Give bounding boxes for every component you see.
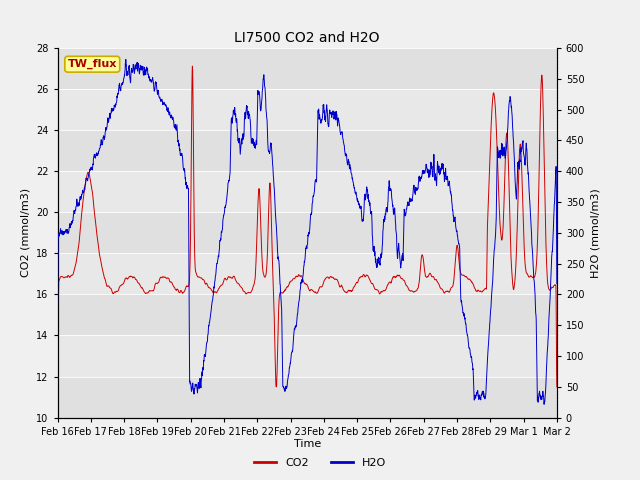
Text: TW_flux: TW_flux (68, 59, 117, 69)
Bar (58, 130, 557, 171)
Y-axis label: H2O (mmol/m3): H2O (mmol/m3) (590, 188, 600, 277)
Bar (58, 212, 557, 253)
Bar (58, 336, 557, 376)
Title: LI7500 CO2 and H2O: LI7500 CO2 and H2O (234, 32, 380, 46)
Y-axis label: CO2 (mmol/m3): CO2 (mmol/m3) (20, 188, 31, 277)
Bar (58, 171, 557, 212)
Bar (58, 376, 557, 418)
Bar (58, 253, 557, 294)
Bar (58, 48, 557, 89)
X-axis label: Time: Time (294, 439, 321, 449)
Bar (58, 294, 557, 336)
Legend: CO2, H2O: CO2, H2O (250, 453, 390, 472)
Bar (58, 89, 557, 130)
